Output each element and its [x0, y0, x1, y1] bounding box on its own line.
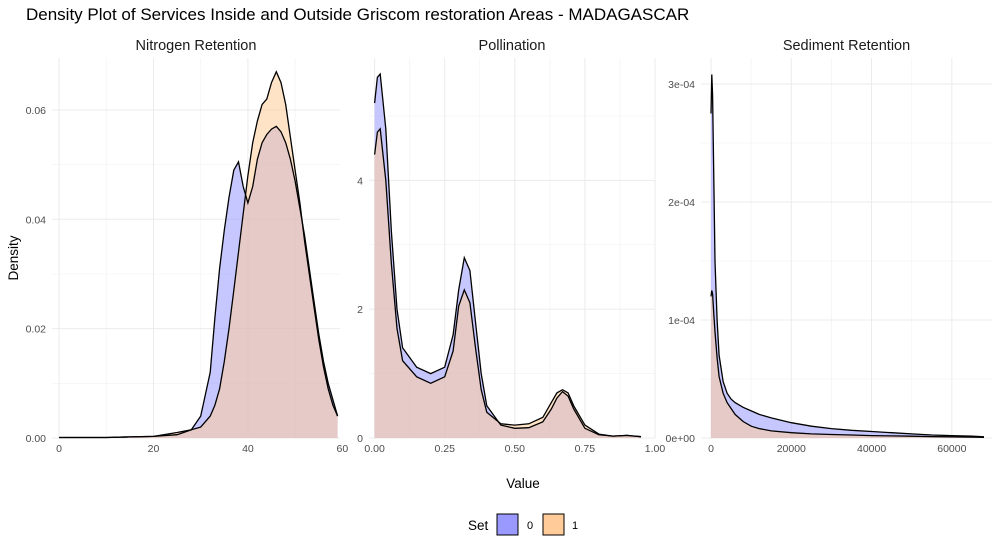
density-line-nitrogen-retention-set-1 — [59, 70, 339, 439]
x-axis-title: Value — [506, 476, 540, 491]
x-tick-label-nitrogen-retention: 40 — [242, 443, 254, 455]
y-tick-label-sediment-retention: 3e-04 — [668, 79, 695, 91]
density-area-pollination-set-1 — [374, 128, 641, 439]
y-tick-label-nitrogen-retention: 0.06 — [26, 105, 47, 117]
legend: Set 0 1 — [468, 513, 578, 536]
density-line-sediment-retention-set-0 — [710, 74, 985, 438]
density-line-sediment-retention-set-1 — [710, 290, 985, 438]
y-tick-label-nitrogen-retention: 0.02 — [26, 324, 47, 336]
legend-key-1 — [542, 513, 565, 536]
x-tick-label-pollination: 0.75 — [575, 443, 596, 455]
x-tick-label-pollination: 0.00 — [364, 443, 385, 455]
density-area-sediment-retention-set-0 — [711, 74, 984, 438]
density-line-pollination-set-0 — [373, 72, 642, 438]
legend-label-1: 1 — [572, 520, 578, 532]
x-tick-label-pollination: 0.50 — [505, 443, 526, 455]
strip-title-pollination: Pollination — [479, 38, 546, 54]
y-tick-label-sediment-retention: 2e-04 — [668, 197, 695, 209]
y-axis-title: Density — [6, 235, 21, 280]
x-tick-label-sediment-retention: 60000 — [937, 443, 966, 455]
x-tick-label-sediment-retention: 0 — [708, 443, 714, 455]
legend-title: Set — [468, 518, 489, 533]
x-tick-label-nitrogen-retention: 20 — [148, 443, 160, 455]
x-tick-label-pollination: 0.25 — [434, 443, 455, 455]
panel-pollination: Pollination 0.00 0.25 0.50 0.75 1.00 0 2 4 — [357, 38, 665, 455]
strip-title-nitrogen-retention: Nitrogen Retention — [136, 38, 257, 54]
y-tick-label-nitrogen-retention: 0.04 — [26, 214, 47, 226]
density-area-sediment-retention-set-1 — [711, 290, 984, 438]
y-tick-label-pollination: 0 — [357, 433, 363, 445]
y-tick-label-sediment-retention: 1e-04 — [668, 315, 695, 327]
legend-label-0: 0 — [527, 520, 533, 532]
legend-key-0 — [496, 513, 519, 536]
x-tick-label-pollination: 1.00 — [645, 443, 666, 455]
panel-sediment-retention: Sediment Retention 0 20000 40000 60000 0e+00 1… — [666, 38, 992, 455]
y-tick-label-nitrogen-retention: 0.00 — [26, 433, 47, 445]
density-area-nitrogen-retention-set-1 — [59, 71, 338, 438]
strip-title-sediment-retention: Sediment Retention — [783, 38, 910, 54]
density-line-pollination-set-1 — [373, 127, 642, 438]
y-tick-label-sediment-retention: 0e+00 — [666, 433, 696, 445]
panel-nitrogen-retention: Nitrogen Retention 0 20 40 60 0.00 0.02 0.04 0.0… — [26, 38, 349, 455]
x-tick-label-sediment-retention: 20000 — [777, 443, 806, 455]
x-tick-label-nitrogen-retention: 60 — [337, 443, 349, 455]
y-tick-label-pollination: 4 — [357, 175, 363, 187]
x-tick-label-nitrogen-retention: 0 — [56, 443, 62, 455]
y-tick-label-pollination: 2 — [357, 304, 363, 316]
x-tick-label-sediment-retention: 40000 — [857, 443, 886, 455]
chart-title: Density Plot of Services Inside and Outs… — [26, 5, 689, 24]
